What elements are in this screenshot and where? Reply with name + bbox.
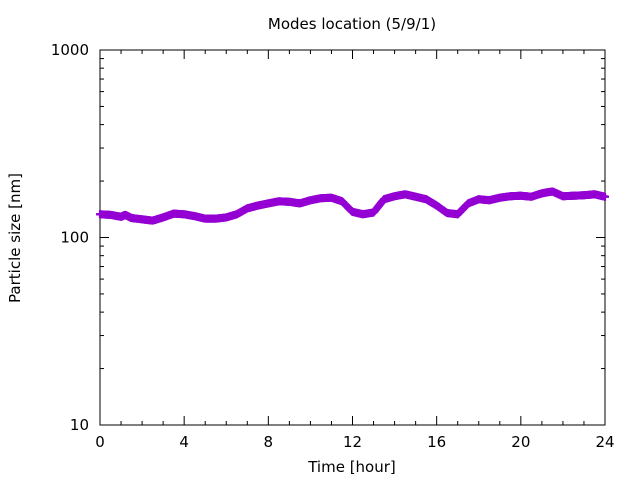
data-point (600, 192, 609, 201)
x-tick-label: 0 (95, 433, 105, 451)
x-tick-label: 12 (343, 433, 362, 451)
x-tick-label: 8 (264, 433, 274, 451)
x-tick-labels: 0 4 8 12 16 20 24 (95, 433, 614, 451)
y-tick-label: 1000 (51, 41, 89, 59)
x-tick-label: 4 (179, 433, 189, 451)
x-axis-label: Time [hour] (307, 458, 396, 476)
y-tick-label: 10 (70, 416, 89, 434)
y-axis-label: Particle size [nm] (6, 173, 24, 303)
axis-ticks (99, 50, 606, 426)
x-tick-label: 20 (511, 433, 530, 451)
x-tick-label: 24 (595, 433, 614, 451)
x-tick-label: 16 (427, 433, 446, 451)
data-point-trace (96, 187, 609, 225)
y-tick-labels: 10 100 1000 (51, 41, 89, 434)
chart-title: Modes location (5/9/1) (268, 15, 436, 33)
y-tick-label: 100 (60, 229, 89, 247)
data-series (96, 187, 609, 225)
